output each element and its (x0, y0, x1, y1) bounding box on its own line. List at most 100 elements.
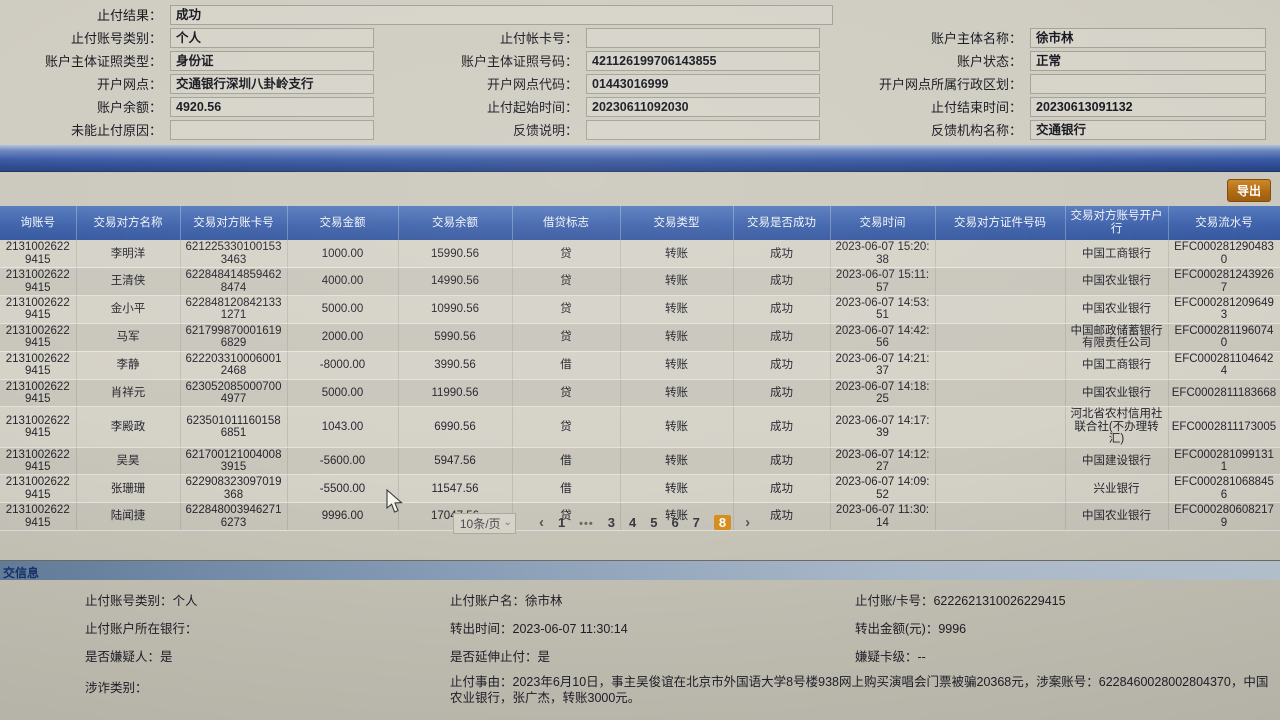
cell-cert (935, 502, 1066, 531)
form-field-label: 止付账号类别： (70, 31, 162, 46)
cell-success: 成功 (733, 447, 831, 476)
info-field: 嫌疑卡级：-- (855, 651, 1275, 664)
cell-account: 21310026229415 (0, 295, 77, 324)
cell-cert (935, 406, 1066, 448)
cell-type: 转账 (620, 240, 734, 269)
cell-cert (935, 240, 1066, 269)
cell-amount: 1043.00 (287, 406, 399, 448)
cell-time: 2023-06-07 14:09:52 (830, 474, 936, 504)
form-field-label: 账户主体证照类型： (44, 54, 162, 69)
cell-bank: 兴业银行 (1065, 474, 1169, 504)
cell-type: 转账 (620, 406, 734, 448)
export-button[interactable]: 导出 (1226, 179, 1271, 202)
column-header: 交易对方账号开户行 (1065, 206, 1169, 241)
form-column-left: 止付结果： 成功 止付账号类别： 个人 账户主体证照类型： 身份证 开户网点： … (0, 5, 845, 143)
page-size-select[interactable]: 10条/页 ⌄ (452, 512, 516, 534)
cell-balance: 11547.56 (398, 474, 513, 504)
cell-account: 21310026229415 (0, 240, 77, 269)
info-field-value: -- (917, 650, 926, 664)
form-field-label: 账户主体证照号码： (460, 54, 578, 69)
cell-flow: EFC0002812439267 (1168, 267, 1280, 297)
cell-balance: 5947.56 (398, 447, 513, 476)
cell-time: 2023-06-07 14:53:51 (830, 295, 936, 324)
form-field-value: 个人 (170, 28, 374, 48)
form-field-value: 01443016999 (586, 74, 820, 94)
table-row: 21310026229415 李殿政 6235010111601586851 1043… (0, 406, 1280, 448)
column-header: 交易类型 (620, 206, 734, 241)
cell-success: 成功 (733, 406, 831, 448)
column-header: 交易是否成功 (733, 206, 831, 241)
form-row: 账户状态： 正常 (858, 51, 1278, 74)
form-column-middle: 止付帐卡号： 账户主体证照号码： 421126199706143855 开户网点… (430, 28, 830, 143)
table-row: 21310026229415 张珊珊 622908323097019368 -5500… (0, 474, 1280, 504)
info-field: 止付账/卡号：6222621310026229415 (855, 595, 1275, 608)
page-button[interactable]: 5 (650, 514, 658, 530)
info-field-value: 9996 (938, 622, 967, 636)
cell-flow: EFC0002811183668 (1168, 379, 1280, 408)
cell-bank: 中国农业银行 (1065, 379, 1169, 408)
cell-card: 622908323097019368 (180, 474, 288, 504)
info-field-label: 嫌疑卡级： (855, 650, 918, 664)
page-ellipsis[interactable]: ••• (579, 517, 594, 530)
info-column-left: 止付账号类别：个人 止付账户所在银行： 是否嫌疑人：是 (85, 595, 425, 664)
page-size-label: 10条/页 (459, 516, 501, 531)
cell-bank: 河北省农村信用社联合社(不办理转汇) (1065, 406, 1169, 448)
prev-page-button[interactable]: ‹ (538, 514, 544, 531)
next-page-button[interactable]: › (745, 514, 751, 531)
cell-success: 成功 (733, 267, 831, 297)
form-field-value (170, 120, 374, 140)
cell-amount: 1000.00 (287, 240, 399, 269)
cell-card: 6228481208421331271 (180, 295, 288, 324)
form-row: 止付起始时间： 20230611092030 (430, 97, 830, 120)
form-field-label: 止付结果： (96, 8, 162, 23)
form-row: 反馈说明： (430, 120, 830, 143)
form-field-label: 账户状态： (956, 54, 1022, 69)
cell-balance: 15990.56 (398, 240, 513, 269)
info-field-value: 2023-06-07 11:30:14 (512, 622, 628, 636)
form-field-label: 止付结束时间： (930, 100, 1022, 115)
cell-amount: 5000.00 (287, 295, 399, 324)
form-field-label: 反馈机构名称： (930, 123, 1022, 138)
cell-card: 6217001210040083915 (180, 447, 288, 476)
form-field-value: 正常 (1030, 51, 1266, 71)
cell-card: 6217998700016196829 (180, 323, 288, 352)
cell-time: 2023-06-07 15:11:57 (830, 267, 936, 297)
table-header-row: 询账号 交易对方名称 交易对方账卡号 交易金额 交易余额 借贷标志 交易类型 交易是否成功 交易… (0, 206, 1280, 241)
cell-cert (935, 447, 1066, 476)
page-button-current[interactable]: 8 (713, 514, 732, 530)
cell-balance: 14990.56 (398, 267, 513, 297)
form-field-label: 账户余额： (96, 100, 162, 115)
info-field: 转出金额(元)：9996 (855, 623, 1275, 636)
cell-balance: 6990.56 (398, 406, 513, 448)
form-field-value (586, 120, 820, 140)
form-row: 止付帐卡号： (430, 28, 830, 51)
cell-bank: 中国建设银行 (1065, 447, 1169, 476)
cell-time: 2023-06-07 15:20:38 (830, 240, 936, 269)
form-field-value (1030, 74, 1266, 94)
page-button[interactable]: 1 (557, 514, 566, 530)
info-field: 是否延伸止付：是 (450, 651, 830, 664)
cell-type: 转账 (620, 447, 734, 476)
cell-name: 金小平 (76, 295, 181, 324)
info-field-label: 是否延伸止付： (450, 650, 538, 664)
info-field-value: 徐市林 (525, 594, 563, 608)
table-row: 21310026229415 马军 6217998700016196829 2000.… (0, 323, 1280, 352)
page-button[interactable]: 3 (607, 514, 615, 530)
form-field-label: 开户网点： (96, 77, 162, 92)
form-field-value: 交通银行 (1030, 120, 1266, 140)
cell-success: 成功 (733, 474, 831, 504)
cell-cert (935, 351, 1066, 380)
cell-success: 成功 (733, 295, 831, 324)
reason-label: 止付事由： (450, 675, 513, 689)
table-row: 21310026229415 王清侠 6228484148594628474 4000… (0, 267, 1280, 297)
cell-card: 6228480039462716273 (180, 502, 288, 531)
page-button[interactable]: 6 (671, 514, 679, 530)
table-row: 21310026229415 李明洋 6212253301001533463 1000… (0, 240, 1280, 269)
page-button[interactable]: 7 (692, 514, 700, 530)
cell-flow: EFC0002811960740 (1168, 323, 1280, 352)
page-button[interactable]: 4 (628, 514, 637, 530)
column-header: 交易金额 (287, 206, 399, 241)
info-field: 止付账号类别：个人 (85, 595, 425, 608)
info-field: 转出时间：2023-06-07 11:30:14 (450, 623, 830, 636)
table-row: 21310026229415 李静 6222033100060012468 -8000… (0, 351, 1280, 380)
